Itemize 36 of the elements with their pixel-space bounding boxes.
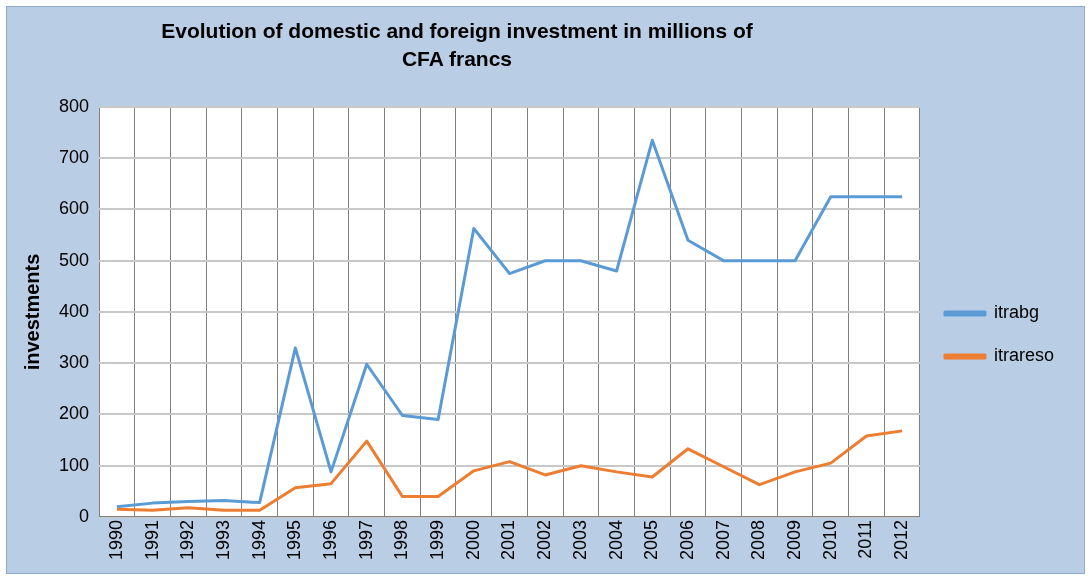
x-tick-label: 2005 [641,519,662,560]
y-tick-label: 600 [58,198,90,219]
legend-label: itrareso [993,345,1055,366]
x-tick-label: 1997 [355,519,376,560]
x-tick-label: 2010 [819,519,840,560]
x-tick-label: 1998 [391,519,412,560]
x-tick-label: 1991 [141,519,162,560]
x-tick-label: 2008 [748,519,769,560]
x-tick-label: 2004 [605,519,626,560]
x-tick-label: 2003 [569,519,590,560]
x-tick-label: 2007 [712,519,733,560]
y-tick-label: 100 [58,454,90,475]
x-tick-label: 2012 [891,519,912,560]
x-tick-label: 1999 [427,519,448,560]
x-tick-label: 1996 [320,519,341,560]
x-tick-label: 1992 [177,519,198,560]
x-tick-label: 2002 [534,519,555,560]
y-tick-label: 300 [58,352,90,373]
y-tick-label: 0 [79,505,90,526]
x-tick-label: 2011 [855,519,876,559]
y-tick-label: 700 [58,147,90,168]
chart-title: Evolution of domestic and foreign investment in millions of CFA francs [160,18,754,72]
x-tick-label: 2009 [784,519,805,560]
x-tick-label: 1994 [248,519,269,560]
x-tick-label: 1993 [212,519,233,560]
x-tick-label: 2000 [462,519,483,560]
x-tick-label: 2001 [498,519,519,560]
y-axis-title: investments [20,253,43,371]
x-tick-label: 1990 [105,519,126,560]
y-tick-label: 500 [58,249,90,270]
y-tick-label: 400 [58,300,90,321]
x-tick-label: 2006 [676,519,697,560]
legend-label: itrabg [993,302,1040,323]
x-tick-label: 1995 [284,519,305,560]
y-tick-label: 800 [58,95,90,116]
y-tick-label: 200 [58,403,90,424]
